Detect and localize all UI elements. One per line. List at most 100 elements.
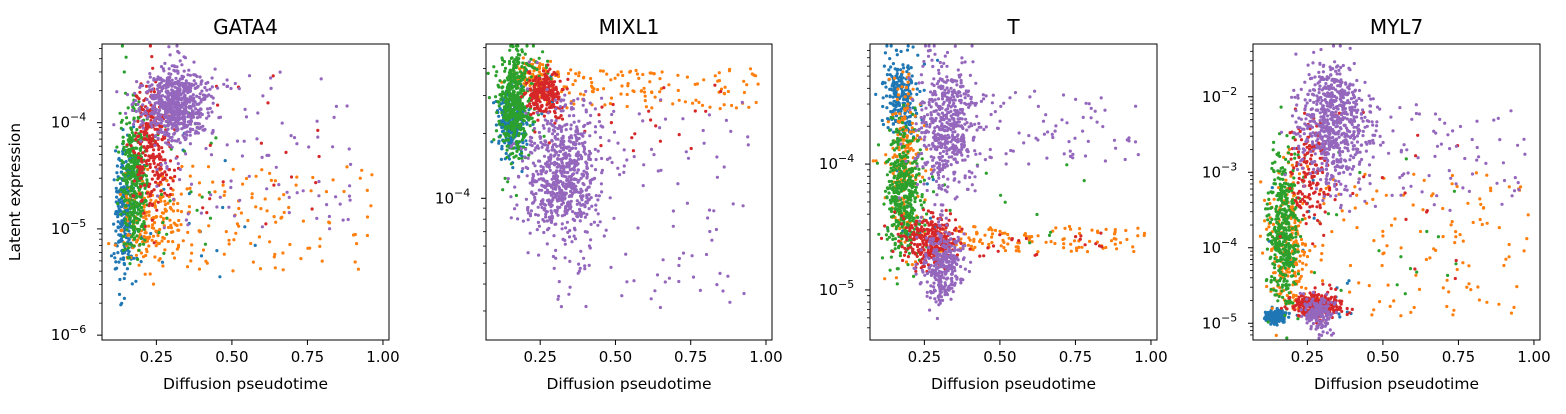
data-point [331, 145, 335, 149]
data-point [175, 107, 179, 111]
data-point [113, 212, 118, 216]
data-point [174, 76, 178, 80]
data-point [152, 155, 156, 159]
data-point [157, 152, 161, 156]
data-point [643, 94, 647, 98]
data-point [529, 57, 533, 61]
data-point [145, 210, 149, 214]
data-point [169, 186, 173, 190]
data-point [222, 252, 226, 256]
data-point [241, 182, 245, 186]
data-point [221, 180, 225, 184]
data-point [494, 74, 498, 78]
data-point [500, 56, 504, 60]
data-point [122, 234, 126, 239]
data-point [198, 92, 202, 96]
data-point [588, 101, 592, 105]
data-point [206, 111, 210, 115]
data-point [578, 266, 582, 270]
data-point [597, 194, 602, 198]
data-point [572, 226, 577, 230]
data-point [141, 171, 145, 175]
data-point [568, 259, 572, 263]
data-point [165, 232, 169, 236]
data-point [560, 125, 564, 129]
data-point [505, 97, 509, 101]
data-point [199, 100, 203, 104]
data-point [114, 186, 118, 190]
data-point [924, 169, 928, 173]
data-point [891, 116, 895, 120]
data-point [240, 154, 244, 158]
data-point [544, 65, 549, 70]
data-point [895, 72, 899, 76]
data-point [116, 213, 120, 217]
data-point [273, 179, 277, 183]
data-point [519, 78, 523, 83]
data-point [608, 102, 613, 106]
data-point [161, 67, 165, 71]
data-point [524, 139, 528, 143]
data-point [600, 168, 605, 172]
data-point [534, 75, 538, 79]
data-point [909, 92, 913, 96]
data-point [577, 157, 581, 161]
data-point [597, 120, 602, 124]
data-point [143, 272, 147, 276]
data-point [572, 102, 576, 106]
data-point [182, 96, 187, 100]
data-point [155, 194, 160, 198]
data-point [140, 160, 144, 164]
data-point [213, 190, 217, 194]
data-point [136, 119, 140, 123]
data-point [147, 138, 152, 142]
data-point [177, 137, 181, 142]
data-point [553, 71, 557, 75]
data-point [525, 44, 529, 48]
data-point [182, 69, 186, 73]
data-point [509, 108, 513, 112]
data-point [147, 185, 151, 189]
data-point [909, 78, 913, 82]
data-point [572, 234, 576, 238]
data-point [165, 76, 169, 80]
data-point [360, 168, 364, 172]
series-3 [519, 63, 723, 153]
y-tick-label: 10 [51, 220, 70, 238]
data-point [562, 152, 566, 156]
data-point [117, 198, 121, 202]
data-point [548, 168, 552, 172]
data-point [127, 139, 131, 144]
data-point [132, 208, 137, 212]
data-point [578, 92, 583, 96]
data-point [144, 217, 148, 221]
data-point [124, 55, 128, 59]
data-point [179, 223, 183, 227]
data-point [115, 90, 119, 94]
data-point [128, 210, 132, 214]
data-point [723, 85, 727, 89]
data-point [116, 251, 120, 255]
data-point [170, 139, 174, 143]
data-point [928, 216, 933, 220]
data-point [153, 173, 157, 177]
data-point [874, 92, 878, 96]
data-point [272, 183, 276, 187]
data-point [671, 224, 675, 228]
data-point [707, 208, 712, 212]
data-point [548, 84, 552, 88]
data-point [579, 190, 583, 194]
data-point [177, 116, 182, 120]
data-point [577, 142, 581, 146]
data-point [187, 82, 191, 86]
data-point [124, 204, 128, 208]
data-point [608, 156, 612, 160]
data-point [564, 145, 568, 149]
data-point [126, 170, 130, 174]
data-point [1049, 240, 1053, 244]
data-point [135, 194, 139, 199]
data-point [517, 140, 522, 144]
data-point [575, 152, 579, 156]
data-point [129, 144, 133, 148]
data-point [560, 227, 564, 231]
